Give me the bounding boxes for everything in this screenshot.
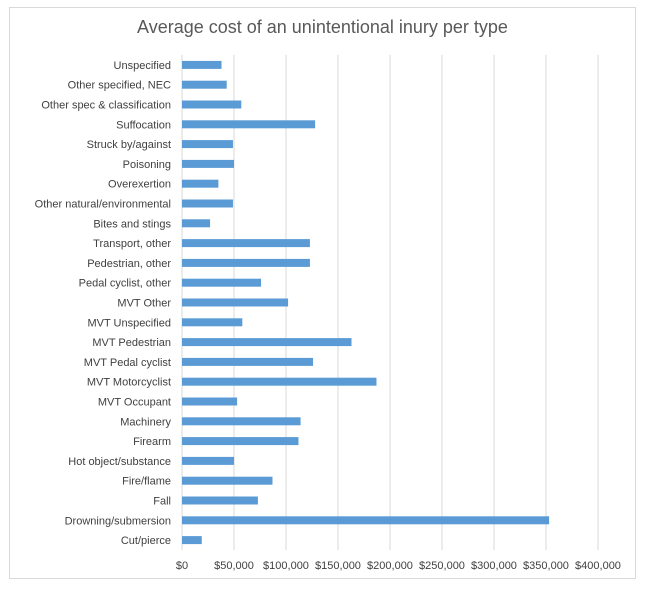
- bar: [182, 437, 299, 446]
- bar: [182, 60, 222, 69]
- category-label: Pedestrian, other: [87, 258, 171, 270]
- bar: [182, 476, 273, 485]
- category-label: MVT Pedestrian: [92, 337, 171, 349]
- bar: [182, 239, 310, 248]
- bars: [182, 60, 550, 545]
- category-label: Firearm: [133, 436, 171, 448]
- category-label: Other natural/environmental: [35, 199, 171, 211]
- category-label: MVT Motorcyclist: [87, 377, 171, 389]
- category-label: Fire/flame: [122, 476, 171, 488]
- bar: [182, 417, 301, 426]
- category-label: Fall: [153, 496, 171, 508]
- bar: [182, 377, 377, 386]
- x-tick-label: $200,000: [367, 560, 413, 572]
- bar: [182, 357, 314, 366]
- bar: [182, 80, 227, 89]
- x-tick-label: $300,000: [471, 560, 517, 572]
- bar: [182, 159, 234, 168]
- category-label: Struck by/against: [87, 139, 171, 151]
- bar: [182, 199, 233, 208]
- bar: [182, 179, 219, 188]
- bar: [182, 140, 233, 149]
- chart-frame: [9, 7, 636, 579]
- bar: [182, 338, 352, 347]
- x-tick-label: $400,000: [575, 560, 621, 572]
- x-tick-labels: $0 $50,000 $100,000 $150,000 $200,000 $250,00…: [176, 560, 621, 572]
- category-label: Drowning/submersion: [65, 515, 171, 527]
- x-tick-label: $150,000: [315, 560, 361, 572]
- category-label: Poisoning: [123, 159, 171, 171]
- x-tick-label: $0: [176, 560, 188, 572]
- category-label: Pedal cyclist, other: [79, 278, 172, 290]
- category-label: MVT Occupant: [98, 397, 171, 409]
- bar: [182, 120, 316, 129]
- bar: [182, 516, 550, 525]
- category-label: MVT Other: [117, 298, 171, 310]
- x-tick-label: $350,000: [523, 560, 569, 572]
- category-label: Bites and stings: [93, 218, 171, 230]
- bar: [182, 278, 262, 287]
- category-labels: Unspecified Other specified, NEC Other spe…: [35, 60, 172, 547]
- bar: [182, 100, 242, 109]
- category-label: Transport, other: [93, 238, 171, 250]
- bar: [182, 536, 202, 545]
- category-label: Overexertion: [108, 179, 171, 191]
- bar: [182, 258, 310, 267]
- category-label: Other spec & classification: [41, 100, 171, 112]
- x-tick-label: $250,000: [419, 560, 465, 572]
- bar: [182, 298, 289, 307]
- x-tick-label: $100,000: [263, 560, 309, 572]
- category-label: Suffocation: [116, 119, 171, 131]
- category-label: MVT Unspecified: [87, 317, 171, 329]
- bar: [182, 496, 258, 505]
- x-tick-label: $50,000: [214, 560, 254, 572]
- category-label: Other specified, NEC: [68, 80, 171, 92]
- bar: [182, 318, 243, 327]
- category-label: Unspecified: [114, 60, 171, 72]
- category-label: Machinery: [120, 416, 171, 428]
- bar: [182, 456, 234, 465]
- category-label: MVT Pedal cyclist: [84, 357, 171, 369]
- category-label: Cut/pierce: [121, 535, 171, 547]
- category-label: Hot object/substance: [68, 456, 171, 468]
- bar: [182, 219, 211, 228]
- chart-title: Average cost of an unintentional inury p…: [137, 17, 508, 37]
- bar: [182, 397, 238, 406]
